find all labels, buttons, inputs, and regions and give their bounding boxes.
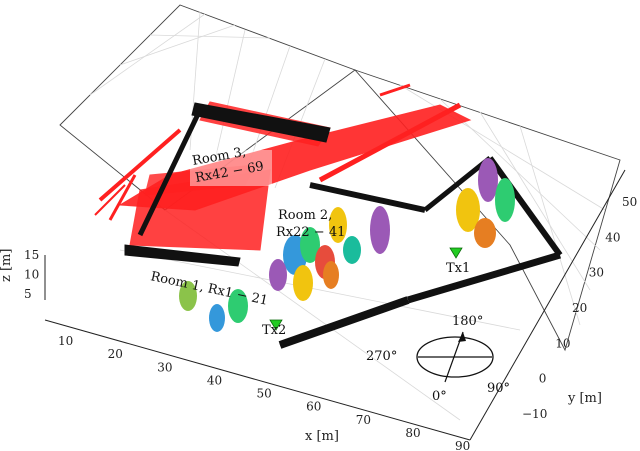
direction-label-0: 0° xyxy=(432,389,447,404)
room2-label: Room 2, Rx22 − 41 xyxy=(276,208,345,240)
x-tick-label: 40 xyxy=(207,373,222,387)
room2-label-line2: Rx22 − 41 xyxy=(276,225,345,240)
z-tick-label: 5 xyxy=(24,287,32,301)
tx2-label: Tx2 xyxy=(262,323,286,338)
direction-label-90: 90° xyxy=(487,381,510,396)
room2-label-line1: Room 2, xyxy=(278,208,332,223)
x-tick-label: 30 xyxy=(157,360,172,374)
direction-label-180: 180° xyxy=(452,314,483,329)
z-tick-label: 15 xyxy=(24,248,39,262)
z-tick-labels: 5 10 15 xyxy=(24,248,39,301)
y-tick-label: −10 xyxy=(522,407,547,421)
direction-label-270: 270° xyxy=(366,349,397,364)
x-tick-label: 60 xyxy=(306,400,321,414)
room3-label: Room 3, Rx42 − 69 xyxy=(190,145,272,186)
tx1-marker xyxy=(449,247,463,259)
x-axis-line xyxy=(44,319,471,441)
grid-right-wall xyxy=(353,69,621,352)
x-tick-label: 10 xyxy=(58,334,73,348)
tx1-label: Tx1 xyxy=(446,261,470,276)
transmitter-tx2: Tx2 xyxy=(262,319,286,338)
receiver-clusters xyxy=(179,158,515,332)
transmitter-tx1: Tx1 xyxy=(446,247,470,276)
y-tick-label: 50 xyxy=(622,195,637,209)
y-axis-line xyxy=(469,169,626,441)
direction-compass: 180° 270° 90° 0° xyxy=(366,314,510,404)
x-axis-label: x [m] xyxy=(305,429,339,444)
wall-point-cloud xyxy=(124,102,563,349)
y-tick-label: 10 xyxy=(555,336,570,350)
x-tick-labels: 10 20 30 40 50 60 70 80 90 xyxy=(58,334,470,451)
x-tick-label: 70 xyxy=(356,413,371,427)
y-tick-label: 40 xyxy=(605,230,620,244)
x-tick-label: 20 xyxy=(108,347,123,361)
compass-arrowhead xyxy=(458,332,466,342)
room1-label-line1: Room 1, Rx1 − 21 xyxy=(149,269,269,309)
y-tick-labels: −10 0 10 20 30 40 50 xyxy=(522,195,637,421)
y-axis-label: y [m] xyxy=(567,391,602,406)
room1-label: Room 1, Rx1 − 21 xyxy=(149,269,269,309)
x-tick-label: 50 xyxy=(257,387,272,401)
x-tick-label: 90 xyxy=(455,439,470,451)
x-tick-label: 80 xyxy=(405,426,420,440)
z-axis-label: z [m] xyxy=(0,249,14,282)
z-tick-label: 10 xyxy=(24,268,39,282)
y-tick-label: 20 xyxy=(572,301,587,315)
tx2-marker xyxy=(269,319,283,331)
compass-ellipse xyxy=(416,336,494,378)
y-tick-label: 30 xyxy=(589,266,604,280)
y-tick-label: 0 xyxy=(539,372,547,386)
